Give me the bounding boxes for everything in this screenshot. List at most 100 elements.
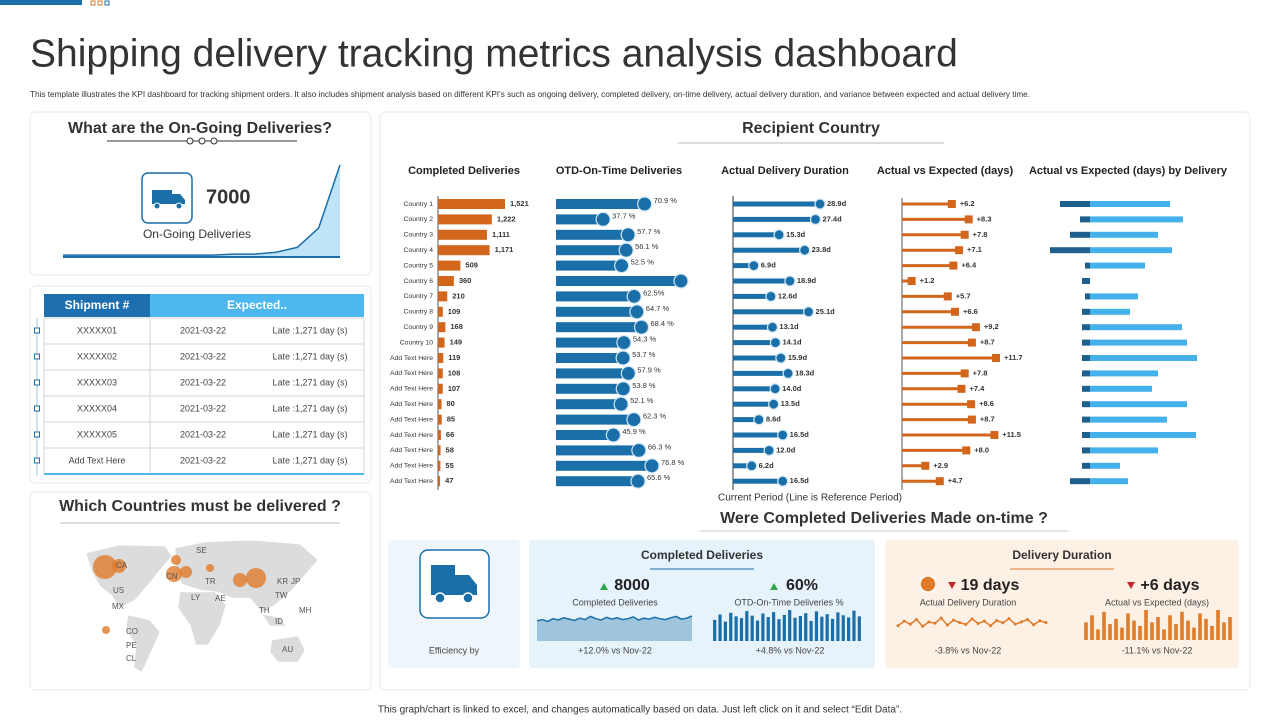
- value-label: 47: [445, 476, 453, 485]
- value-label: +8.7: [980, 338, 995, 347]
- map-label: CA: [116, 561, 128, 570]
- row-marker: [34, 457, 40, 464]
- marker: [644, 458, 660, 474]
- category-label: Country 8: [404, 309, 434, 316]
- marker: [773, 229, 785, 241]
- value-label: 53.7 %: [632, 350, 656, 359]
- value-label: 54.3 %: [633, 335, 657, 344]
- category-label: Add Text Here: [390, 416, 433, 423]
- value-label: +7.8: [973, 230, 988, 239]
- point: [1026, 618, 1029, 622]
- column: [1228, 617, 1232, 640]
- kpi-value: 7000: [206, 186, 251, 208]
- value-label: +5.7: [956, 291, 971, 300]
- table-cell: 2021-03-22: [180, 429, 226, 439]
- value-label: 66.3 %: [648, 442, 672, 451]
- marker: [967, 400, 976, 409]
- marker: [620, 365, 636, 381]
- marker: [626, 288, 642, 304]
- bar: [556, 291, 635, 302]
- panel: [29, 491, 372, 691]
- category-label: Country 7: [404, 293, 434, 300]
- truck-icon: [141, 172, 193, 224]
- bar: [556, 414, 634, 425]
- table-row: [43, 447, 365, 475]
- value-label: +6.2: [960, 199, 975, 208]
- bar: [438, 460, 441, 471]
- marker: [673, 273, 689, 289]
- column: [1084, 622, 1088, 640]
- column: [1198, 613, 1202, 640]
- column: [804, 613, 808, 641]
- value-label: 16.5d: [790, 476, 810, 485]
- point: [1038, 619, 1042, 623]
- value-label: 360: [459, 276, 472, 285]
- value-label: 1,111: [492, 230, 510, 239]
- panel-title: Recipient Country: [742, 120, 880, 137]
- column: [750, 615, 754, 641]
- bar: [1090, 247, 1172, 254]
- marker: [775, 352, 787, 364]
- marker: [630, 473, 646, 489]
- column: [1192, 627, 1196, 640]
- value-label: 62.5%: [643, 288, 665, 297]
- value-label: 57.9 %: [637, 365, 661, 374]
- footer: This graph/chart is linked to excel, and…: [378, 705, 902, 716]
- table-cell: 2021-03-22: [180, 403, 226, 413]
- point: [902, 619, 906, 623]
- value-label: +6.4: [961, 261, 977, 270]
- marker: [746, 460, 758, 472]
- marker: [777, 475, 789, 487]
- category-label: Country 3: [404, 232, 434, 239]
- column: [766, 617, 770, 641]
- category-label: Country 1: [404, 201, 434, 208]
- value-label: 1,171: [495, 245, 514, 254]
- point: [964, 622, 968, 626]
- point: [896, 624, 900, 628]
- kpi-value: 8000: [614, 577, 650, 594]
- value-label: +11.5: [1002, 430, 1021, 439]
- column: [1144, 610, 1148, 640]
- point: [1001, 621, 1005, 625]
- table-row: [43, 369, 365, 397]
- table-cell: XXXXX03: [77, 377, 117, 387]
- marker: [613, 396, 629, 412]
- value-label: 6.9d: [761, 261, 776, 270]
- marker: [814, 198, 826, 210]
- kpi-change: +12.0% vs Nov-22: [578, 645, 652, 655]
- table-body: XXXXX01 2021-03-22 Late :1,271 day (s) XXXX…: [34, 317, 365, 475]
- bar: [1082, 355, 1090, 361]
- bar: [438, 337, 445, 348]
- value-label: 27.4d: [822, 214, 842, 223]
- column: [1186, 620, 1190, 640]
- column: [852, 610, 856, 641]
- column: [718, 614, 722, 641]
- bar: [733, 324, 773, 330]
- accent-square: [90, 0, 96, 6]
- marker: [633, 319, 650, 335]
- bar: [1085, 262, 1090, 269]
- category-label: Country 4: [404, 247, 434, 254]
- bar: [556, 199, 645, 209]
- bar: [1090, 293, 1138, 300]
- value-label: 58: [446, 445, 454, 454]
- card-label: Efficiency by: [429, 645, 480, 655]
- marker: [907, 277, 916, 285]
- bar: [556, 460, 652, 471]
- accent-bar: [0, 0, 82, 5]
- column: [857, 616, 861, 641]
- value-label: 45.9 %: [622, 427, 646, 436]
- marker: [748, 260, 760, 272]
- value-label: +8.3: [977, 214, 992, 223]
- column: [1126, 613, 1130, 640]
- bar: [1082, 385, 1090, 392]
- bar: [1082, 416, 1090, 423]
- point: [1013, 622, 1017, 626]
- marker: [921, 461, 930, 470]
- bar: [556, 368, 629, 379]
- bar: [556, 383, 624, 394]
- marker: [595, 211, 611, 227]
- value-label: 68.4 %: [651, 319, 675, 328]
- area-line: [63, 164, 341, 256]
